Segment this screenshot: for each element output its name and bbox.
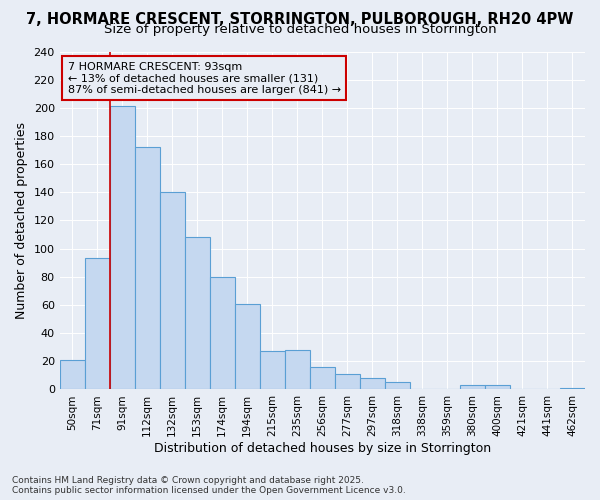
Text: 7, HORMARE CRESCENT, STORRINGTON, PULBOROUGH, RH20 4PW: 7, HORMARE CRESCENT, STORRINGTON, PULBOR… [26, 12, 574, 28]
Text: Contains HM Land Registry data © Crown copyright and database right 2025.
Contai: Contains HM Land Registry data © Crown c… [12, 476, 406, 495]
Bar [360, 378, 385, 390]
Bar [210, 277, 235, 390]
Y-axis label: Number of detached properties: Number of detached properties [15, 122, 28, 319]
Bar [85, 258, 110, 390]
Bar [335, 374, 360, 390]
Bar [285, 350, 310, 390]
Bar [235, 304, 260, 390]
Text: Size of property relative to detached houses in Storrington: Size of property relative to detached ho… [104, 22, 496, 36]
Text: 7 HORMARE CRESCENT: 93sqm
← 13% of detached houses are smaller (131)
87% of semi: 7 HORMARE CRESCENT: 93sqm ← 13% of detac… [68, 62, 341, 95]
X-axis label: Distribution of detached houses by size in Storrington: Distribution of detached houses by size … [154, 442, 491, 455]
Bar [385, 382, 410, 390]
Bar [135, 148, 160, 390]
Bar [260, 352, 285, 390]
Bar [185, 238, 210, 390]
Bar [485, 385, 510, 390]
Bar [460, 385, 485, 390]
Bar [110, 106, 135, 390]
Bar [310, 367, 335, 390]
Bar [160, 192, 185, 390]
Bar [59, 360, 85, 390]
Bar [560, 388, 585, 390]
